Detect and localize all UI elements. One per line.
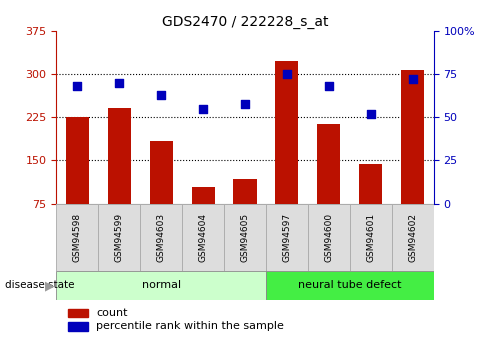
Bar <box>350 204 392 271</box>
Text: GSM94597: GSM94597 <box>282 213 292 262</box>
Bar <box>224 204 266 271</box>
Bar <box>182 204 224 271</box>
Bar <box>98 204 140 271</box>
Point <box>241 101 249 106</box>
Point <box>409 77 416 82</box>
Text: GSM94603: GSM94603 <box>157 213 166 262</box>
Text: count: count <box>96 308 127 318</box>
Bar <box>266 271 434 300</box>
Bar <box>192 187 215 247</box>
Point <box>283 71 291 77</box>
Point <box>74 83 81 89</box>
Text: percentile rank within the sample: percentile rank within the sample <box>96 322 284 332</box>
Text: GSM94602: GSM94602 <box>408 213 417 262</box>
Bar <box>66 117 89 247</box>
Text: GSM94599: GSM94599 <box>115 213 124 262</box>
Text: GSM94605: GSM94605 <box>241 213 249 262</box>
Bar <box>318 124 341 247</box>
Point <box>325 83 333 89</box>
Bar <box>149 141 172 247</box>
Bar <box>68 322 88 331</box>
Bar <box>56 204 98 271</box>
Bar <box>308 204 350 271</box>
Point <box>157 92 165 98</box>
Text: disease state: disease state <box>5 280 74 290</box>
Bar <box>56 271 266 300</box>
Bar <box>401 70 424 247</box>
Point <box>199 106 207 111</box>
Bar <box>392 204 434 271</box>
Text: GSM94601: GSM94601 <box>366 213 375 262</box>
Point <box>367 111 375 117</box>
Bar <box>275 61 298 247</box>
Bar <box>108 108 131 247</box>
Bar <box>359 165 382 247</box>
Text: GSM94598: GSM94598 <box>73 213 82 262</box>
Bar <box>68 308 88 317</box>
Text: normal: normal <box>142 280 181 290</box>
Text: neural tube defect: neural tube defect <box>298 280 402 290</box>
Title: GDS2470 / 222228_s_at: GDS2470 / 222228_s_at <box>162 14 328 29</box>
Bar <box>140 204 182 271</box>
Text: GSM94604: GSM94604 <box>198 213 208 262</box>
Text: GSM94600: GSM94600 <box>324 213 333 262</box>
Bar <box>266 204 308 271</box>
Bar <box>233 179 257 247</box>
Point <box>115 80 123 86</box>
Text: ▶: ▶ <box>45 279 55 292</box>
